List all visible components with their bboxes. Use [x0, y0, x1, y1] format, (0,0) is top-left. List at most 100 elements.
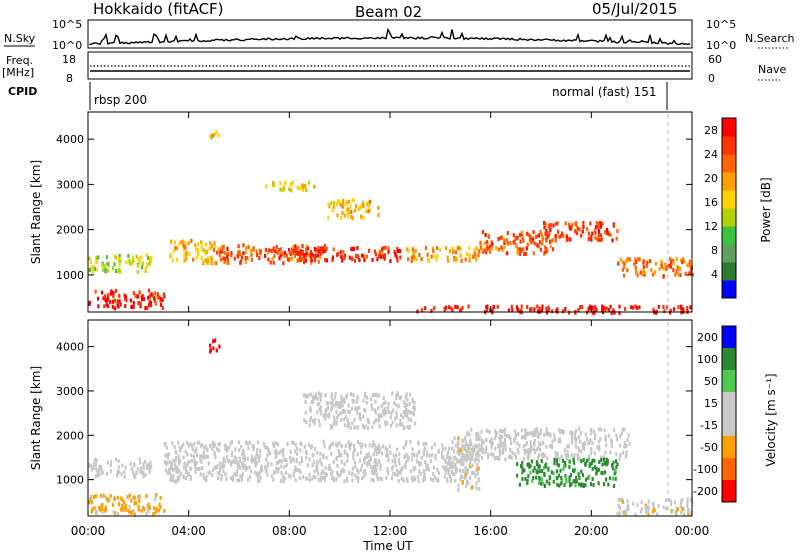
scatter-cell — [440, 450, 444, 455]
scatter-cell — [250, 253, 253, 257]
scatter-cell — [553, 433, 556, 438]
scatter-cell — [575, 475, 578, 480]
scatter-cell — [283, 457, 286, 462]
scatter-cell — [459, 448, 462, 453]
scatter-cell — [254, 470, 257, 475]
scatter-cell — [361, 476, 364, 481]
scatter-cell — [310, 261, 313, 265]
scatter-cell — [443, 307, 446, 312]
scatter-cell — [427, 467, 430, 472]
scatter-cell — [196, 466, 199, 471]
scatter-cell — [238, 478, 241, 483]
scatter-cell — [394, 416, 397, 421]
scatter-cell — [194, 247, 197, 252]
scatter-cell — [527, 474, 530, 479]
scatter-cell — [654, 261, 657, 266]
scatter-cell — [657, 503, 660, 508]
scatter-cell — [170, 239, 173, 244]
scatter-cell — [475, 452, 478, 457]
scatter-cell — [619, 257, 622, 262]
scatter-cell — [159, 496, 162, 500]
scatter-cell — [560, 479, 563, 484]
scatter-cell — [514, 435, 517, 440]
scatter-cell — [679, 504, 682, 509]
scatter-cell — [574, 229, 577, 234]
scatter-cell — [579, 430, 582, 435]
scatter-cell — [308, 473, 311, 477]
scatter-cell — [442, 465, 445, 469]
scatter-cell — [482, 440, 485, 445]
scatter-cell — [234, 447, 237, 452]
scatter-cell — [680, 510, 683, 515]
scatter-cell — [165, 445, 168, 450]
scatter-cell — [467, 304, 470, 309]
scatter-cell — [222, 256, 225, 261]
scatter-cell — [503, 440, 507, 445]
scatter-cell — [222, 469, 225, 473]
scatter-cell — [556, 462, 559, 467]
scatter-cell — [113, 496, 116, 501]
scatter-cell — [312, 459, 315, 464]
scatter-cell — [333, 415, 336, 420]
scatter-cell — [313, 469, 316, 474]
scatter-cell — [148, 300, 151, 305]
scatter-cell — [580, 449, 583, 454]
scatter-cell — [106, 268, 110, 273]
scatter-cell — [528, 464, 531, 469]
scatter-cell — [258, 256, 261, 261]
scatter-cell — [337, 401, 340, 405]
x-tick-label: 00:00 — [71, 524, 106, 538]
scatter-cell — [112, 510, 115, 515]
scatter-cell — [452, 249, 455, 254]
scatter-cell — [125, 260, 128, 265]
scatter-cell — [354, 254, 357, 259]
scatter-cell — [518, 482, 521, 487]
scatter-cell — [131, 255, 135, 260]
scatter-cell — [447, 455, 450, 460]
scatter-cell — [538, 464, 541, 469]
scatter-cell — [129, 298, 132, 303]
scatter-cell — [116, 495, 119, 500]
scatter-cell — [356, 246, 359, 250]
scatter-cell — [125, 298, 128, 303]
x-tick-label: 16:00 — [473, 524, 508, 538]
scatter-cell — [422, 469, 425, 474]
scatter-cell — [349, 392, 353, 397]
scatter-cell — [111, 266, 114, 271]
scatter-cell — [255, 461, 258, 466]
scatter-cell — [140, 265, 144, 270]
scatter-cell — [657, 304, 660, 309]
scatter-cell — [175, 450, 178, 455]
scatter-cell — [569, 226, 572, 231]
scatter-cell — [570, 226, 573, 231]
scatter-cell — [573, 433, 577, 438]
scatter-cell — [303, 418, 306, 423]
scatter-cell — [462, 452, 465, 457]
scatter-cell — [430, 254, 433, 259]
scatter-cell — [520, 464, 523, 468]
scatter-cell — [121, 498, 124, 503]
scatter-cell — [262, 442, 266, 446]
scatter-cell — [683, 512, 686, 517]
scatter-cell — [153, 291, 156, 296]
scatter-cell — [119, 507, 122, 512]
scatter-cell — [285, 470, 288, 475]
scatter-cell — [88, 256, 91, 261]
scatter-cell — [159, 297, 162, 302]
scatter-cell — [324, 416, 327, 421]
scatter-cell — [503, 238, 506, 243]
scatter-cell — [368, 199, 371, 204]
scatter-cell — [269, 260, 272, 265]
scatter-cell — [116, 303, 119, 308]
scatter-cell — [273, 183, 276, 187]
colorbar-segment — [722, 414, 736, 437]
scatter-cell — [605, 457, 608, 462]
scatter-cell — [599, 237, 603, 242]
scatter-cell — [356, 253, 359, 258]
scatter-cell — [237, 244, 240, 249]
scatter-cell — [390, 411, 393, 416]
scatter-cell — [295, 467, 298, 472]
scatter-cell — [654, 270, 657, 275]
scatter-cell — [457, 436, 460, 441]
scatter-cell — [331, 402, 334, 407]
